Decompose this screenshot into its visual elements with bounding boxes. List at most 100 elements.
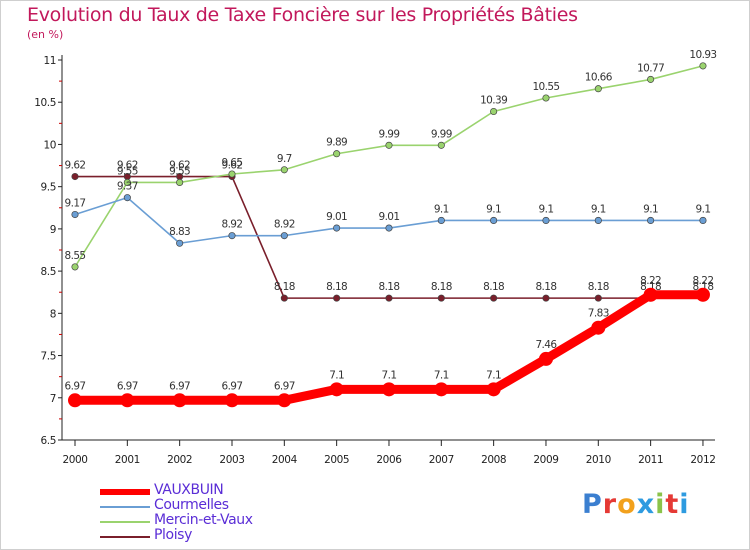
- data-label-ploisy: 8.18: [588, 281, 609, 293]
- x-tick-label: 2012: [690, 454, 715, 466]
- data-point-ploisy: [71, 172, 79, 181]
- data-point-vauxbuin: [68, 393, 82, 408]
- data-point-vauxbuin: [120, 393, 135, 408]
- data-point-mercin-et-vaux: [123, 178, 131, 186]
- data-point-courmelles: [647, 216, 655, 224]
- data-label-ploisy: 8.18: [483, 281, 504, 293]
- legend-label-vauxbuin: VAUXBUIN: [154, 482, 224, 498]
- logo-letter: t: [665, 489, 680, 520]
- data-label-mercin-et-vaux: 8.55: [65, 250, 86, 262]
- data-label-ploisy: 8.18: [535, 281, 556, 293]
- data-point-vauxbuin: [172, 393, 187, 408]
- y-tick-label: 7: [50, 393, 56, 405]
- data-point-vauxbuin: [695, 287, 710, 302]
- data-point-courmelles: [542, 216, 550, 224]
- data-point-courmelles: [385, 224, 393, 232]
- legend-swatch-mercin-et-vaux: [100, 521, 150, 523]
- y-tick-label: 11: [43, 55, 56, 67]
- data-label-courmelles: 9.01: [326, 211, 347, 223]
- x-tick-label: 2001: [115, 454, 140, 466]
- data-point-courmelles: [71, 210, 79, 219]
- logo-letter: x: [636, 489, 656, 520]
- legend-label-ploisy: Ploisy: [154, 527, 192, 543]
- data-label-mercin-et-vaux: 9.65: [221, 157, 242, 169]
- data-label-vauxbuin: 6.97: [221, 380, 242, 392]
- x-tick-label: 2005: [324, 454, 349, 466]
- data-point-mercin-et-vaux: [594, 85, 602, 93]
- data-point-ploisy: [594, 294, 602, 302]
- data-point-mercin-et-vaux: [490, 107, 498, 116]
- logo-letter: r: [602, 489, 618, 520]
- data-label-vauxbuin: 7.1: [329, 369, 344, 381]
- data-point-ploisy: [280, 294, 288, 302]
- x-tick-label: 2006: [376, 454, 402, 466]
- data-label-vauxbuin: 6.97: [65, 380, 86, 392]
- data-label-ploisy: 9.62: [221, 160, 242, 172]
- legend-label-courmelles: Courmelles: [154, 497, 229, 513]
- data-point-ploisy: [437, 294, 445, 302]
- legend-swatch-vauxbuin: [100, 489, 150, 495]
- data-point-vauxbuin: [329, 382, 344, 397]
- data-point-ploisy: [333, 294, 341, 302]
- x-tick-label: 2010: [586, 454, 611, 466]
- data-point-courmelles: [176, 239, 184, 247]
- x-tick-label: 2002: [167, 454, 192, 466]
- data-label-courmelles: 9.1: [591, 203, 606, 215]
- data-point-courmelles: [594, 216, 602, 224]
- y-tick-label: 8: [50, 308, 56, 320]
- data-label-mercin-et-vaux: 10.77: [637, 62, 664, 74]
- y-tick-label: 8.5: [41, 266, 57, 278]
- data-label-vauxbuin: 7.83: [588, 308, 609, 320]
- y-tick-label: 7.5: [41, 351, 57, 363]
- legend-swatch-ploisy: [100, 536, 150, 538]
- data-label-mercin-et-vaux: 9.55: [169, 165, 190, 177]
- data-point-mercin-et-vaux: [333, 150, 341, 158]
- data-label-mercin-et-vaux: 9.99: [431, 128, 452, 140]
- data-label-vauxbuin: 8.22: [692, 275, 713, 287]
- data-point-vauxbuin: [538, 351, 553, 366]
- legend-swatch-courmelles: [100, 506, 150, 508]
- data-label-mercin-et-vaux: 10.93: [689, 49, 716, 61]
- data-point-mercin-et-vaux: [71, 263, 79, 271]
- data-label-ploisy: 9.62: [117, 160, 138, 172]
- logo-letter: i: [679, 489, 690, 520]
- x-tick-label: 2008: [481, 454, 506, 466]
- data-label-courmelles: 8.83: [169, 226, 190, 238]
- x-tick-label: 2011: [638, 454, 663, 466]
- chart-title: Evolution du Taux de Taxe Foncière sur l…: [27, 4, 578, 26]
- data-label-courmelles: 9.1: [696, 203, 711, 215]
- data-point-mercin-et-vaux: [699, 62, 707, 70]
- data-label-mercin-et-vaux: 9.89: [326, 137, 347, 149]
- data-point-mercin-et-vaux: [385, 141, 393, 149]
- data-point-mercin-et-vaux: [228, 170, 236, 178]
- data-label-ploisy: 8.18: [378, 281, 399, 293]
- legend-label-mercin-et-vaux: Mercin-et-Vaux: [154, 512, 253, 528]
- y-tick-label: 10: [43, 139, 56, 151]
- data-point-ploisy: [542, 294, 550, 302]
- x-tick-label: 2000: [62, 454, 87, 466]
- data-label-courmelles: 9.17: [65, 198, 86, 210]
- data-label-ploisy: 8.18: [326, 281, 347, 293]
- x-tick-label: 2009: [533, 454, 558, 466]
- data-label-mercin-et-vaux: 9.99: [378, 128, 399, 140]
- data-point-vauxbuin: [591, 320, 606, 335]
- data-label-vauxbuin: 8.22: [640, 275, 661, 287]
- y-tick-label: 9.5: [41, 182, 57, 194]
- data-label-courmelles: 9.37: [117, 181, 138, 193]
- proxiti-logo: Proxiti: [582, 489, 690, 520]
- data-label-vauxbuin: 6.97: [117, 380, 138, 392]
- data-point-courmelles: [333, 224, 341, 232]
- data-label-courmelles: 9.1: [539, 203, 554, 215]
- data-point-courmelles: [699, 216, 707, 224]
- data-point-courmelles: [123, 194, 131, 202]
- data-point-vauxbuin: [486, 382, 501, 397]
- data-label-vauxbuin: 7.1: [434, 369, 449, 381]
- data-label-mercin-et-vaux: 9.55: [117, 165, 138, 177]
- data-point-ploisy: [490, 294, 498, 302]
- data-point-ploisy: [385, 294, 393, 302]
- data-point-vauxbuin: [643, 287, 658, 302]
- x-tick-label: 2003: [219, 454, 244, 466]
- data-point-vauxbuin: [224, 393, 239, 408]
